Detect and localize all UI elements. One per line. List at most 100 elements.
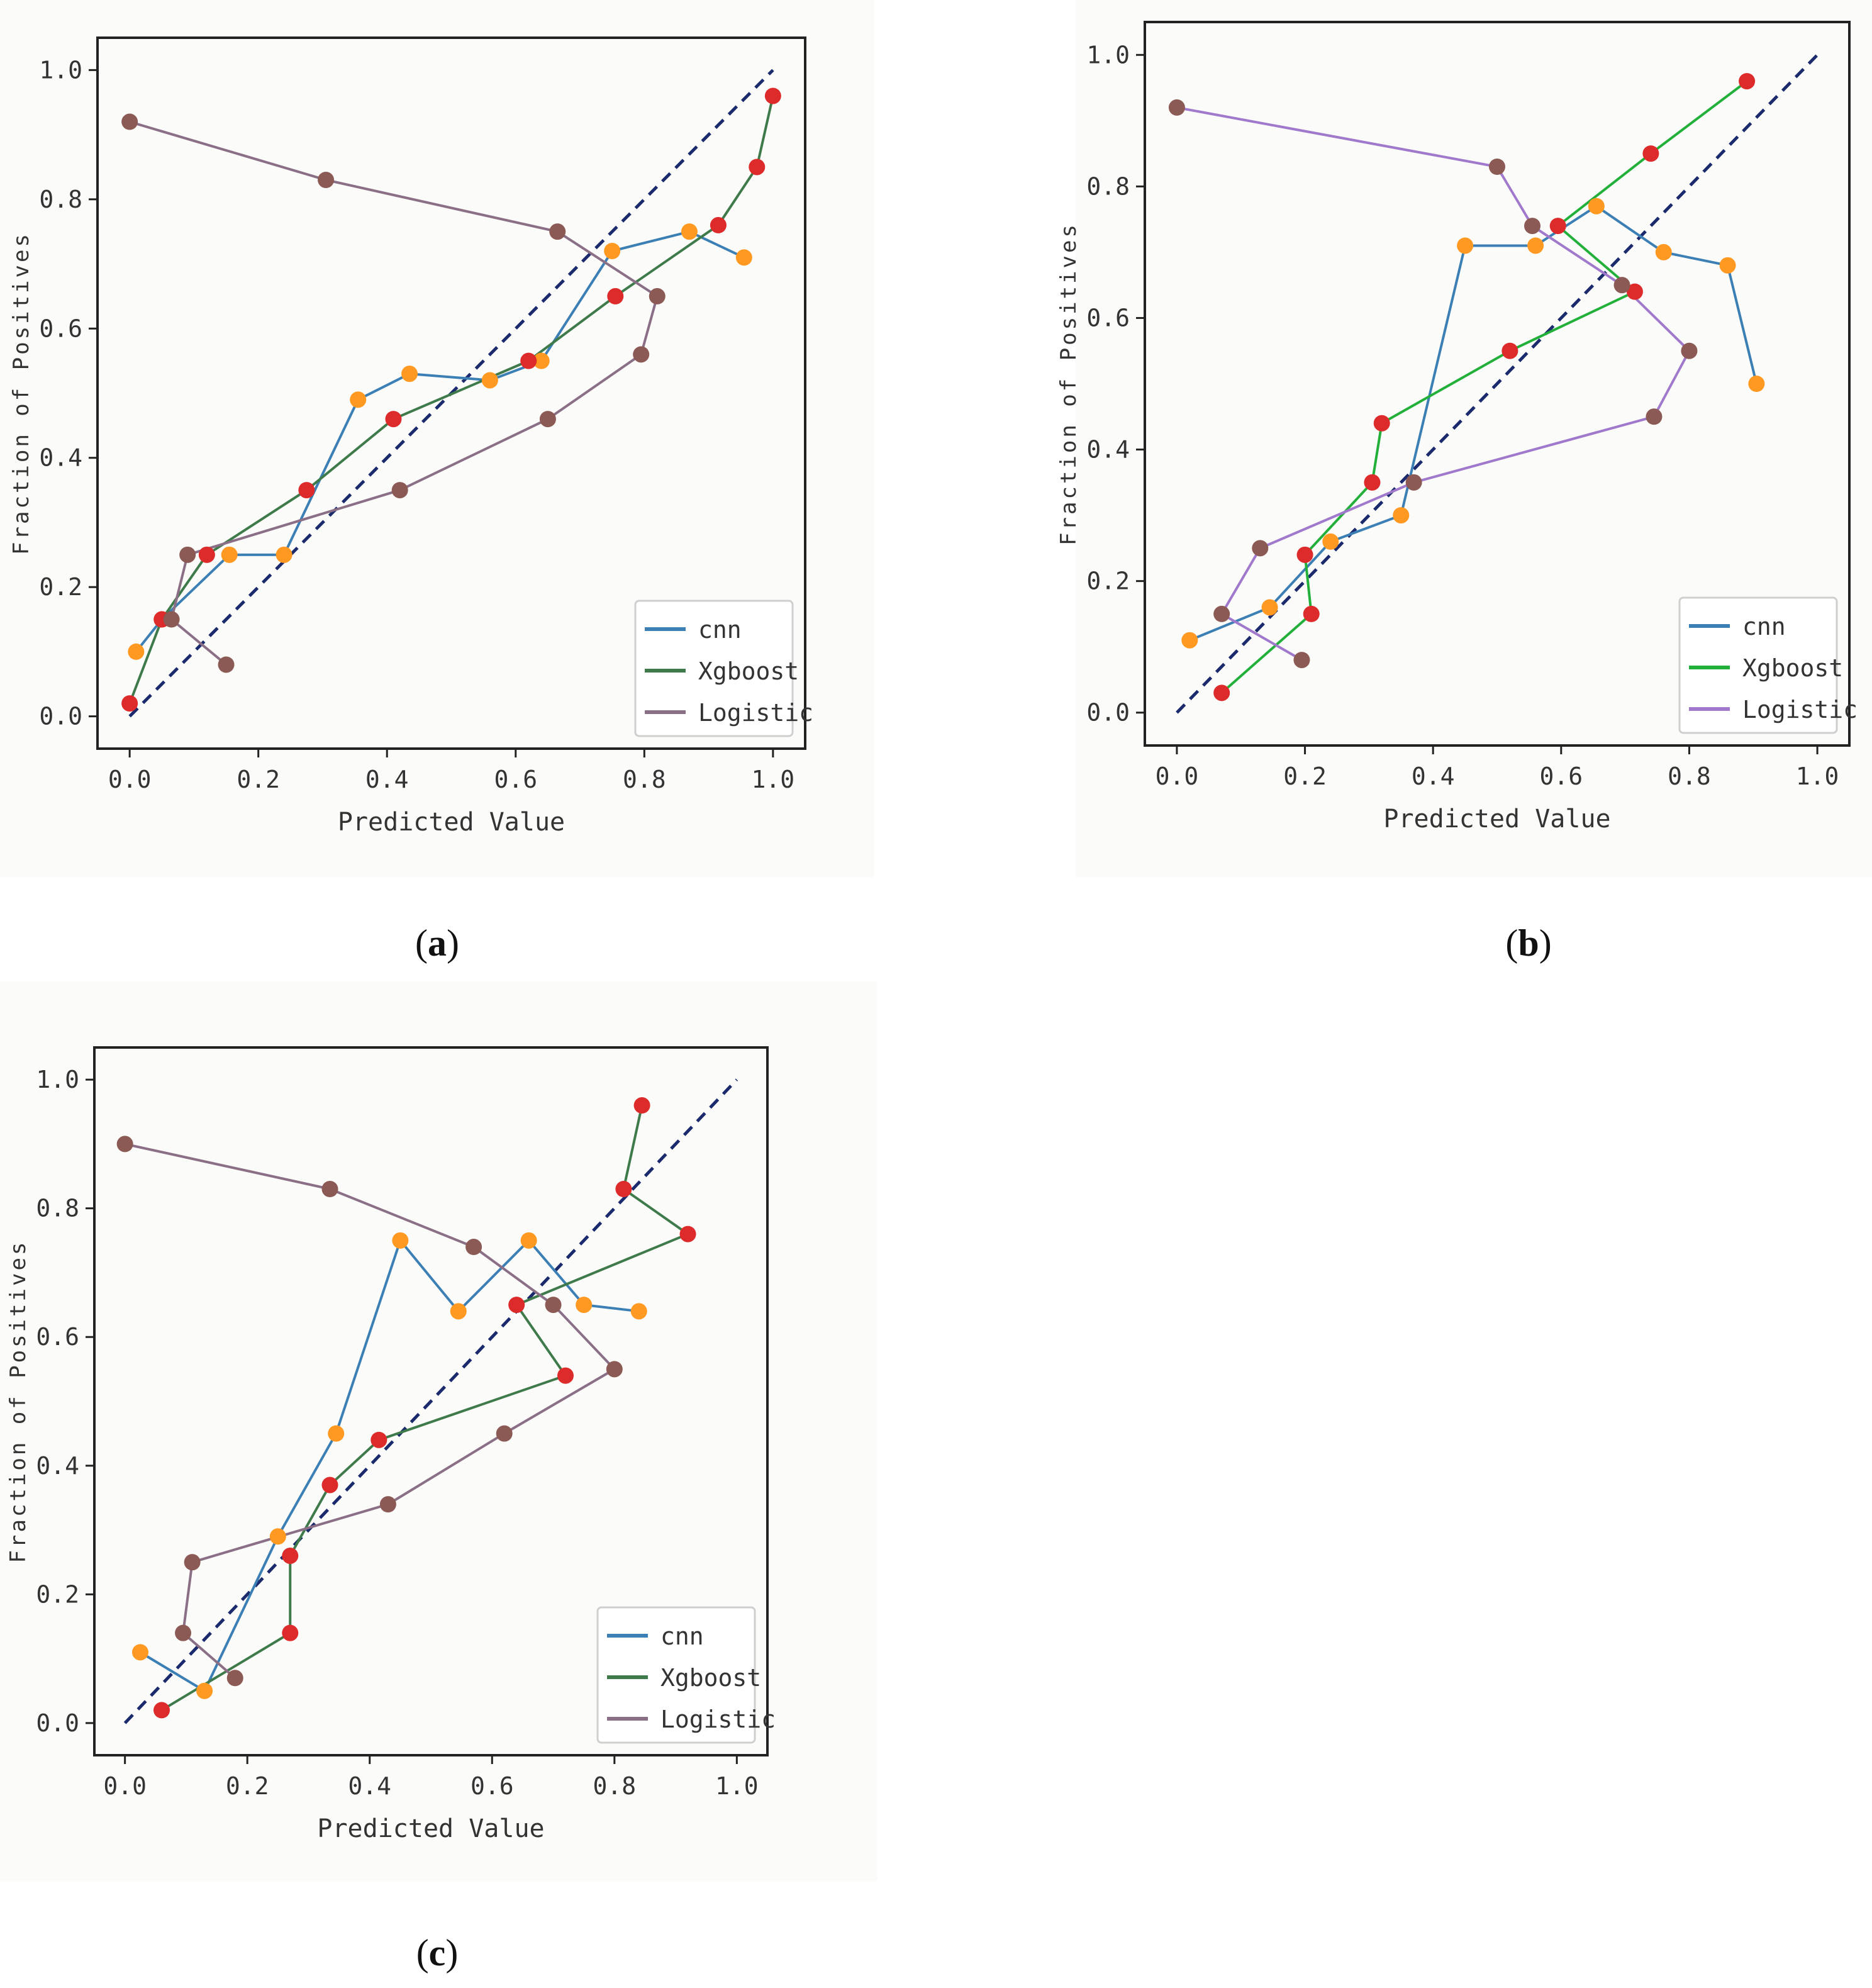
point-cnn: [221, 546, 238, 563]
series-line-logistic: [129, 120, 659, 666]
point-logistic: [121, 113, 138, 130]
point-xgboost: [1373, 415, 1390, 432]
point-logistic: [226, 1670, 243, 1687]
point-xgboost: [370, 1431, 387, 1448]
y-tick-label: 0.6: [36, 1323, 79, 1351]
point-cnn: [481, 372, 498, 389]
series-line-xgboost: [1220, 80, 1748, 694]
point-xgboost: [1549, 218, 1566, 235]
point-xgboost: [749, 159, 766, 176]
legend-label: Xgboost: [660, 1664, 761, 1692]
chart-a: 0.0 0.2 0.4 0.6 0.8 1.0 0.0 0.2 0.4 0.6 0.8 1.0 Pred…: [9, 36, 813, 837]
point-cnn: [533, 352, 550, 369]
caption-b-letter: b: [1518, 922, 1539, 964]
point-cnn: [630, 1303, 647, 1320]
x-tick-label: 1.0: [1796, 762, 1839, 790]
caption-c: (c): [416, 1932, 459, 1974]
y-tick-label: 1.0: [39, 56, 82, 84]
x-tick-label: 0.8: [623, 766, 666, 793]
point-xgboost: [520, 352, 537, 369]
point-xgboost: [710, 216, 727, 233]
x-tick-label: 0.8: [593, 1772, 636, 1800]
legend-label: Xgboost: [698, 657, 799, 685]
point-xgboost: [1642, 145, 1659, 162]
y-tick-label: 1.0: [1086, 41, 1130, 69]
point-cnn: [276, 546, 292, 563]
point-xgboost: [679, 1226, 696, 1242]
legend-label: cnn: [660, 1622, 704, 1650]
x-tick-label: 0.6: [494, 766, 537, 793]
x-tick-label: 0.4: [348, 1772, 391, 1800]
point-xgboost: [1364, 474, 1381, 491]
point-xgboost: [1626, 283, 1643, 300]
series-line-xgboost: [128, 96, 774, 704]
y-tick-label: 0.0: [39, 703, 82, 730]
legend: [596, 1606, 756, 1744]
x-axis-label: Predicted Value: [338, 808, 565, 837]
point-logistic: [606, 1361, 623, 1378]
point-logistic: [649, 288, 666, 304]
point-xgboost: [385, 411, 402, 428]
point-logistic: [1252, 540, 1269, 557]
chart-c: 0.0 0.2 0.4 0.6 0.8 1.0 0.0 0.2 0.4 0.6 0.8 1.0 Pred…: [6, 1046, 776, 1843]
caption-a-letter: a: [428, 922, 447, 964]
point-logistic: [545, 1297, 562, 1314]
point-xgboost: [557, 1367, 574, 1384]
point-cnn: [1261, 599, 1278, 616]
point-cnn: [1527, 237, 1544, 254]
x-tick-label: 0.0: [103, 1772, 147, 1800]
point-logistic: [1213, 605, 1230, 622]
point-logistic: [163, 611, 180, 628]
point-logistic: [633, 346, 650, 363]
point-xgboost: [198, 546, 215, 563]
x-tick-label: 0.8: [1668, 762, 1711, 790]
point-cnn: [328, 1425, 345, 1442]
x-tick-label: 0.4: [365, 766, 409, 793]
point-cnn: [1457, 237, 1474, 254]
point-cnn: [1393, 507, 1410, 524]
x-tick-label: 0.2: [1283, 762, 1327, 790]
point-logistic: [1646, 408, 1663, 425]
series-line-cnn: [1189, 204, 1758, 642]
point-cnn: [604, 243, 621, 259]
caption-a: (a): [415, 922, 459, 964]
y-tick-label: 0.6: [1086, 304, 1130, 332]
point-logistic: [179, 546, 196, 563]
point-logistic: [218, 656, 235, 673]
point-logistic: [391, 482, 408, 499]
x-axis-label: Predicted Value: [1383, 805, 1610, 834]
y-axis-label: Fraction of Positives: [6, 1240, 31, 1563]
legend-label: Logistic: [660, 1706, 776, 1733]
series-line-logistic: [125, 1142, 617, 1679]
x-tick-label: 0.0: [1156, 762, 1199, 790]
series-line-logistic: [1176, 106, 1691, 661]
point-cnn: [1748, 376, 1765, 392]
x-tick-label: 0.2: [237, 766, 280, 793]
point-cnn: [401, 366, 418, 383]
point-xgboost: [121, 695, 138, 712]
point-logistic: [318, 172, 335, 188]
x-tick-label: 1.0: [715, 1772, 759, 1800]
point-xgboost: [321, 1477, 338, 1494]
legend-label: Logistic: [1742, 696, 1858, 723]
series-line-xgboost: [160, 1105, 691, 1712]
x-tick-label: 0.4: [1412, 762, 1455, 790]
point-xgboost: [1296, 546, 1313, 563]
point-cnn: [1588, 198, 1605, 215]
point-logistic: [1293, 652, 1310, 669]
y-tick-label: 0.8: [39, 186, 82, 213]
x-tick-label: 0.0: [108, 766, 152, 793]
point-logistic: [1168, 99, 1185, 116]
point-logistic: [184, 1554, 201, 1571]
legend-label: Logistic: [698, 699, 813, 727]
point-cnn: [450, 1303, 467, 1320]
legend-label: cnn: [1742, 613, 1786, 640]
y-tick-label: 0.2: [36, 1580, 79, 1608]
point-logistic: [1405, 474, 1422, 491]
point-logistic: [1489, 159, 1505, 175]
point-logistic: [465, 1239, 482, 1256]
point-xgboost: [1303, 605, 1320, 622]
point-xgboost: [282, 1547, 299, 1564]
chart-b: 0.0 0.2 0.4 0.6 0.8 1.0 0.0 0.2 0.4 0.6 0.8 1.0 Pred…: [1056, 21, 1858, 834]
